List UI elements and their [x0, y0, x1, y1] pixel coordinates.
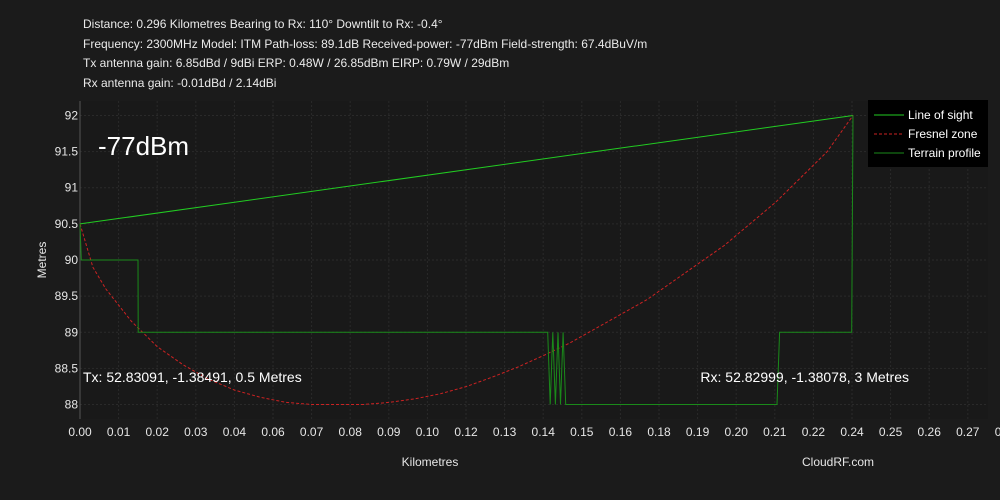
- y-tick-label: 88.5: [55, 361, 79, 375]
- link-summary: Distance: 0.296 Kilometres Bearing to Rx…: [83, 15, 647, 93]
- received-power-label: -77dBm: [98, 131, 189, 161]
- x-axis-title: Kilometres: [402, 455, 459, 469]
- legend: Line of sight Fresnel zone Terrain profi…: [868, 100, 988, 167]
- y-tick-label: 89.5: [55, 289, 79, 303]
- y-tick-label: 88: [65, 398, 79, 412]
- x-tick-label: 0.18: [647, 425, 671, 439]
- y-tick-label: 91.5: [55, 145, 79, 159]
- x-tick-label: 0.09: [377, 425, 401, 439]
- header-line-tx-gain: Tx antenna gain: 6.85dBd / 9dBi ERP: 0.4…: [83, 56, 510, 70]
- y-tick-label: 91: [65, 181, 79, 195]
- tx-label: Tx: 52.83091, -1.38491, 0.5 Metres: [83, 369, 302, 385]
- x-tick-label: 0.28: [995, 425, 1000, 439]
- x-tick-label: 0.14: [532, 425, 556, 439]
- x-tick-labels: 0.00 0.01 0.02 0.03 0.04 0.06 0.07 0.08 0.09 0.10…: [68, 425, 1000, 439]
- x-tick-label: 0.19: [686, 425, 710, 439]
- series-fresnel-zone: [79, 115, 854, 405]
- legend-label-terrain-profile: Terrain profile: [908, 146, 981, 160]
- rx-label: Rx: 52.82999, -1.38078, 3 Metres: [700, 369, 909, 385]
- header-line-distance: Distance: 0.296 Kilometres Bearing to Rx…: [83, 17, 443, 31]
- y-tick-labels: 92 91.5 91 90.5 90 89.5 89 88.5 88: [55, 108, 79, 411]
- x-tick-label: 0.22: [802, 425, 826, 439]
- x-tick-label: 0.10: [416, 425, 440, 439]
- legend-label-fresnel-zone: Fresnel zone: [908, 127, 978, 141]
- x-tick-label: 0.08: [339, 425, 363, 439]
- series: [79, 115, 854, 405]
- y-tick-label: 90: [65, 253, 79, 267]
- x-tick-label: 0.07: [300, 425, 324, 439]
- x-tick-label: 0.20: [725, 425, 749, 439]
- x-tick-label: 0.25: [879, 425, 903, 439]
- watermark: CloudRF.com: [802, 455, 874, 469]
- x-tick-label: 0.02: [146, 425, 170, 439]
- series-line-of-sight: [79, 115, 854, 225]
- y-tick-label: 90.5: [55, 217, 79, 231]
- y-tick-label: 89: [65, 325, 79, 339]
- legend-box: [868, 100, 988, 167]
- y-axis-title: Metres: [35, 242, 49, 279]
- header-line-frequency: Frequency: 2300MHz Model: ITM Path-loss:…: [83, 36, 648, 51]
- x-tick-label: 0.13: [493, 425, 517, 439]
- x-tick-label: 0.03: [184, 425, 208, 439]
- x-tick-label: 0.12: [454, 425, 478, 439]
- x-tick-label: 0.00: [68, 425, 92, 439]
- x-tick-label: 0.06: [261, 425, 285, 439]
- x-tick-label: 0.26: [918, 425, 942, 439]
- x-tick-label: 0.21: [763, 425, 787, 439]
- x-tick-label: 0.15: [570, 425, 594, 439]
- series-terrain-profile: [79, 115, 854, 405]
- x-tick-label: 0.01: [107, 425, 131, 439]
- x-tick-label: 0.24: [840, 425, 864, 439]
- legend-label-line-of-sight: Line of sight: [908, 108, 973, 122]
- x-tick-label: 0.16: [609, 425, 633, 439]
- x-tick-label: 0.27: [956, 425, 980, 439]
- x-tick-label: 0.04: [223, 425, 247, 439]
- y-tick-label: 92: [65, 108, 79, 122]
- header-line-rx-gain: Rx antenna gain: -0.01dBd / 2.14dBi: [83, 75, 277, 90]
